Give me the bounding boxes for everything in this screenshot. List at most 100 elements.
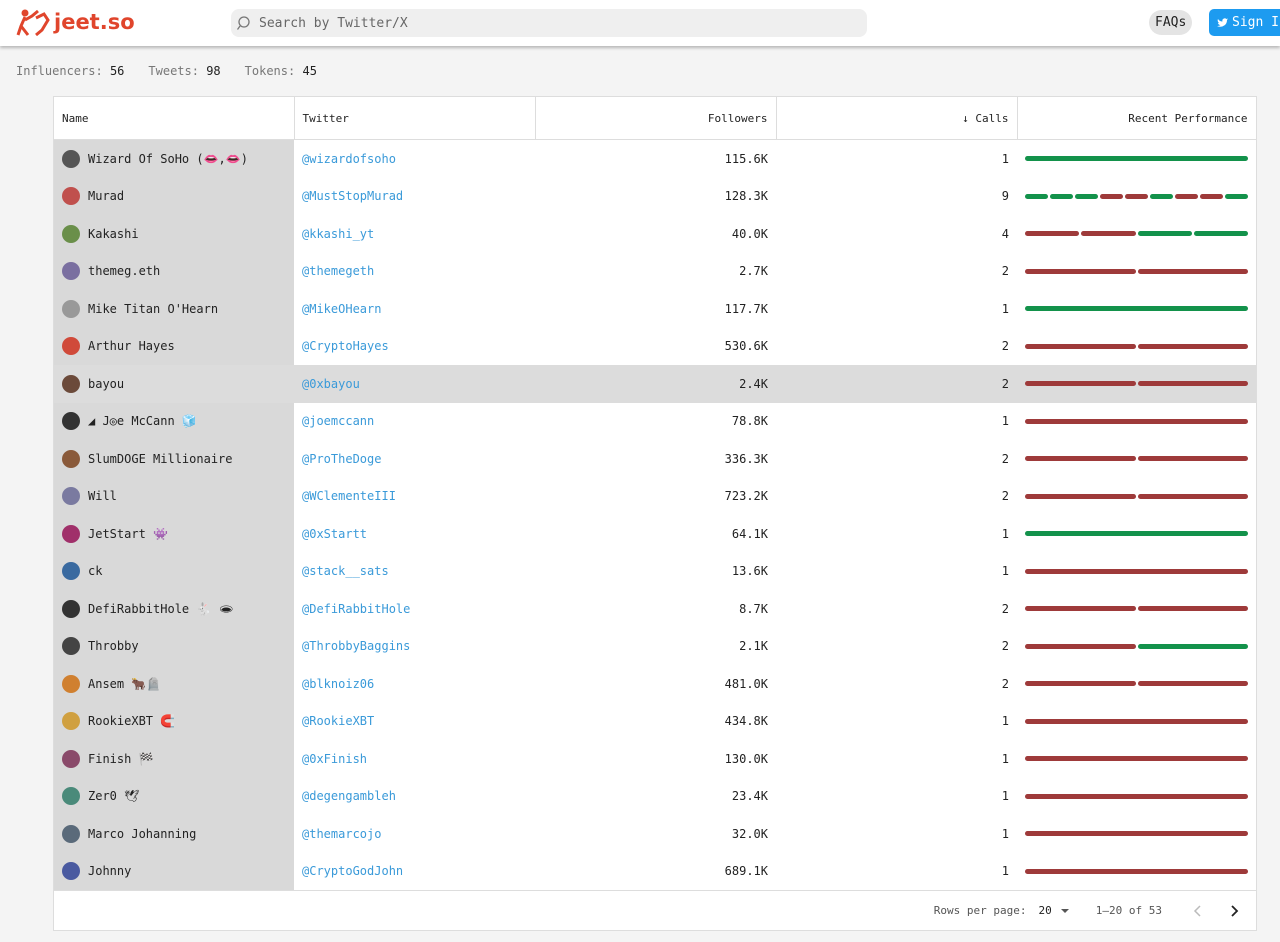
performance-segment <box>1225 193 1248 199</box>
table-row[interactable]: bayou @0xbayou 2.4K 2 <box>54 365 1256 403</box>
performance-segment <box>1137 231 1192 237</box>
twitter-handle[interactable]: @stack__sats <box>302 564 389 579</box>
twitter-handle[interactable]: @0xFinish <box>302 751 368 766</box>
performance-segment <box>1175 193 1198 199</box>
twitter-handle[interactable]: @DefiRabbitHole <box>302 601 411 616</box>
twitter-handle[interactable]: @themegeth <box>302 264 375 279</box>
twitter-handle[interactable]: @0xStartt <box>302 526 368 541</box>
table-row[interactable]: RookieXBT 🧲 @RookieXBT 434.8K 1 <box>54 702 1256 740</box>
twitter-handle[interactable]: @WClementeIII <box>302 489 396 504</box>
influencer-name: themeg.eth <box>88 264 161 279</box>
name-cell: Marco Johanning <box>54 815 294 853</box>
table-row[interactable]: Arthur Hayes @CryptoHayes 530.6K 2 <box>54 327 1256 365</box>
name-wrap: Finish 🏁 <box>62 749 286 768</box>
logo[interactable]: jeet.so <box>16 8 135 36</box>
avatar <box>62 487 80 506</box>
next-page[interactable] <box>1224 903 1244 919</box>
followers-cell: 130.0K <box>724 751 768 766</box>
table-row[interactable]: Wizard Of SoHo (👄,👄) @wizardofsoho 115.6K 1 <box>54 139 1256 178</box>
stat: Influencers: 56 <box>16 64 124 78</box>
twitter-cell: @MikeOHearn <box>294 290 535 328</box>
sign-in-button[interactable]: Sign In <box>1209 9 1280 36</box>
avatar <box>62 749 80 768</box>
performance-cell <box>1017 778 1256 816</box>
twitter-cell: @stack__sats <box>294 553 535 591</box>
calls-cell: 1 <box>1001 151 1009 166</box>
rows-per-page-select[interactable]: 20 <box>1038 904 1052 917</box>
name-wrap: DefiRabbitHole 🐇 🕳 <box>62 599 286 618</box>
faqs-button[interactable]: FAQs <box>1149 10 1193 35</box>
table-row[interactable]: Ansem 🐂🪦 @blknoiz06 481.0K 2 <box>54 665 1256 703</box>
performance-segment <box>1025 831 1248 837</box>
performance-segment <box>1137 493 1248 499</box>
performance-segment <box>1081 231 1136 237</box>
column-header[interactable]: Twitter <box>294 97 536 140</box>
twitter-cell: @blknoiz06 <box>294 665 535 703</box>
avatar <box>62 637 80 656</box>
table-row[interactable]: Will @WClementeIII 723.2K 2 <box>54 477 1256 515</box>
performance-bar <box>1025 418 1248 424</box>
performance-cell <box>1017 140 1256 178</box>
table-row[interactable]: ◢ J◎e McCann 🧊 @joemccann 78.8K 1 <box>54 402 1256 440</box>
name-wrap: Kakashi <box>62 224 286 243</box>
twitter-handle[interactable]: @CryptoGodJohn <box>302 864 404 879</box>
performance-segment <box>1150 193 1173 199</box>
performance-segment <box>1125 193 1148 199</box>
stat-label: Influencers: <box>16 64 103 78</box>
twitter-handle[interactable]: @kkashi_yt <box>302 226 375 241</box>
calls-cell: 4 <box>1001 226 1009 241</box>
twitter-handle[interactable]: @joemccann <box>302 414 375 429</box>
calls-cell: 1 <box>1001 414 1009 429</box>
twitter-handle[interactable]: @CryptoHayes <box>302 339 389 354</box>
followers-cell: 78.8K <box>731 414 768 429</box>
performance-cell <box>1017 553 1256 591</box>
column-header[interactable]: Recent Performance <box>1017 97 1257 140</box>
calls-cell: 2 <box>1001 489 1009 504</box>
twitter-handle[interactable]: @0xbayou <box>302 376 360 391</box>
table-row[interactable]: Kakashi @kkashi_yt 40.0K 4 <box>54 215 1256 253</box>
performance-segment <box>1050 193 1073 199</box>
followers-cell: 689.1K <box>724 864 768 879</box>
sign-in-text: Sign In <box>1232 15 1280 30</box>
search-box[interactable]: Search by Twitter/X <box>231 9 867 37</box>
table-row[interactable]: Throbby @ThrobbyBaggins 2.1K 2 <box>54 627 1256 665</box>
prev-page[interactable] <box>1188 903 1208 919</box>
twitter-handle[interactable]: @themarcojo <box>302 826 382 841</box>
performance-segment <box>1025 643 1136 649</box>
table-row[interactable]: themeg.eth @themegeth 2.7K 2 <box>54 252 1256 291</box>
twitter-cell: @ProTheDoge <box>294 440 535 478</box>
twitter-cell: @CryptoGodJohn <box>294 853 535 891</box>
name-wrap: Will <box>62 487 286 506</box>
column-header[interactable]: Followers <box>535 97 777 140</box>
performance-cell <box>1017 253 1256 291</box>
table-row[interactable]: Marco Johanning @themarcojo 32.0K 1 <box>54 815 1256 853</box>
table-row[interactable]: SlumDOGE Millionaire @ProTheDoge 336.3K 2 <box>54 440 1256 478</box>
table-row[interactable]: Finish 🏁 @0xFinish 130.0K 1 <box>54 740 1256 778</box>
twitter-handle[interactable]: @RookieXBT <box>302 714 375 729</box>
table-row[interactable]: Johnny @CryptoGodJohn 689.1K 1 <box>54 852 1256 891</box>
name-cell: Throbby <box>54 627 294 665</box>
table-row[interactable]: Zer0 🕊 @degengambleh 23.4K 1 <box>54 777 1256 816</box>
twitter-handle[interactable]: @ProTheDoge <box>302 451 382 466</box>
followers-cell: 2.1K <box>739 639 768 654</box>
table-row[interactable]: DefiRabbitHole 🐇 🕳 @DefiRabbitHole 8.7K 2 <box>54 590 1256 628</box>
table-row[interactable]: JetStart 👾 @0xStartt 64.1K 1 <box>54 515 1256 553</box>
column-header[interactable]: ↓ Calls <box>776 97 1018 140</box>
twitter-cell: @MustStopMurad <box>294 178 535 216</box>
twitter-handle[interactable]: @ThrobbyBaggins <box>302 639 411 654</box>
twitter-handle[interactable]: @MikeOHearn <box>302 301 382 316</box>
name-wrap: JetStart 👾 <box>62 524 286 543</box>
followers-cell: 434.8K <box>724 714 768 729</box>
table-row[interactable]: ck @stack__sats 13.6K 1 <box>54 552 1256 591</box>
twitter-handle[interactable]: @blknoiz06 <box>302 676 375 691</box>
column-header[interactable]: Name <box>54 97 295 140</box>
table-row[interactable]: Mike Titan O'Hearn @MikeOHearn 117.7K 1 <box>54 290 1256 328</box>
search-icon <box>237 16 250 30</box>
calls-cell: 1 <box>1001 789 1009 804</box>
performance-bar <box>1025 381 1248 387</box>
calls-cell: 1 <box>1001 864 1009 879</box>
twitter-handle[interactable]: @wizardofsoho <box>302 151 396 166</box>
table-row[interactable]: Murad @MustStopMurad 128.3K 9 <box>54 177 1256 216</box>
twitter-handle[interactable]: @degengambleh <box>302 789 396 804</box>
twitter-handle[interactable]: @MustStopMurad <box>302 189 404 204</box>
